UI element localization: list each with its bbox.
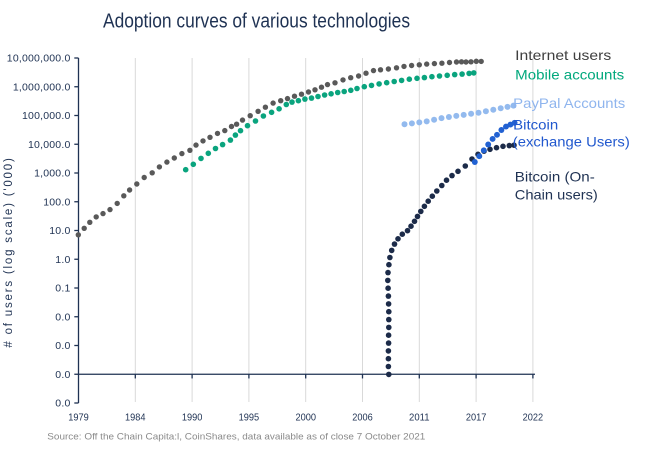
svg-text:0.0: 0.0 (55, 340, 70, 352)
svg-text:2011: 2011 (409, 411, 430, 423)
svg-text:PayPal Accounts: PayPal Accounts (513, 95, 625, 111)
svg-text:10.0: 10.0 (49, 225, 70, 237)
svg-text:100.0: 100.0 (43, 196, 70, 208)
svg-text:10,000,000.0: 10,000,000.0 (7, 53, 71, 65)
svg-text:100,000.0: 100,000.0 (22, 110, 71, 122)
svg-text:1.0: 1.0 (55, 254, 70, 266)
svg-text:2017: 2017 (466, 411, 487, 423)
svg-text:Bitcoin (On-: Bitcoin (On- (515, 169, 595, 185)
svg-text:0.1: 0.1 (55, 283, 70, 295)
svg-text:1,000,000.0: 1,000,000.0 (13, 81, 71, 93)
svg-text:1995: 1995 (239, 411, 260, 423)
svg-text:10,000.0: 10,000.0 (28, 139, 70, 151)
svg-text:(exchange Users): (exchange Users) (513, 134, 630, 150)
svg-text:1990: 1990 (182, 411, 203, 423)
svg-text:Chain users): Chain users) (515, 186, 598, 202)
svg-text:0.0: 0.0 (55, 398, 70, 410)
svg-text:1,000.0: 1,000.0 (34, 168, 70, 180)
svg-text:Internet users: Internet users (515, 47, 611, 63)
svg-text:2006: 2006 (352, 411, 373, 423)
svg-text:2000: 2000 (295, 411, 316, 423)
svg-text:Source: Off the Chain Capita:l: Source: Off the Chain Capita:l, CoinShar… (47, 432, 425, 443)
svg-text:1984: 1984 (125, 411, 146, 423)
svg-text:# of users (log scale) ('000): # of users (log scale) ('000) (3, 156, 15, 347)
svg-text:Adoption curves of various tec: Adoption curves of various technologies (103, 11, 410, 33)
svg-text:0.0: 0.0 (55, 369, 70, 381)
svg-text:1979: 1979 (68, 411, 89, 423)
svg-text:0.0: 0.0 (55, 311, 70, 323)
svg-text:Bitcoin: Bitcoin (513, 116, 558, 132)
svg-text:2022: 2022 (523, 411, 544, 423)
svg-text:Mobile accounts: Mobile accounts (515, 67, 624, 83)
